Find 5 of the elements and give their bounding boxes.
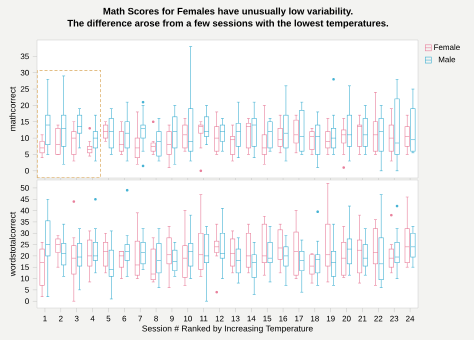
chart-title: Math Scores for Females have unusually low variability.	[104, 8, 352, 16]
x-axis-title: Session # Ranked by Increasing Temperature	[142, 325, 313, 334]
y-axis-title: wordstotalcorrect	[9, 212, 16, 276]
chart-subtitle: The difference arose from a few sessions with the lowest temperatures.	[67, 20, 388, 28]
y-axis-title: mathcorrect	[9, 86, 16, 131]
